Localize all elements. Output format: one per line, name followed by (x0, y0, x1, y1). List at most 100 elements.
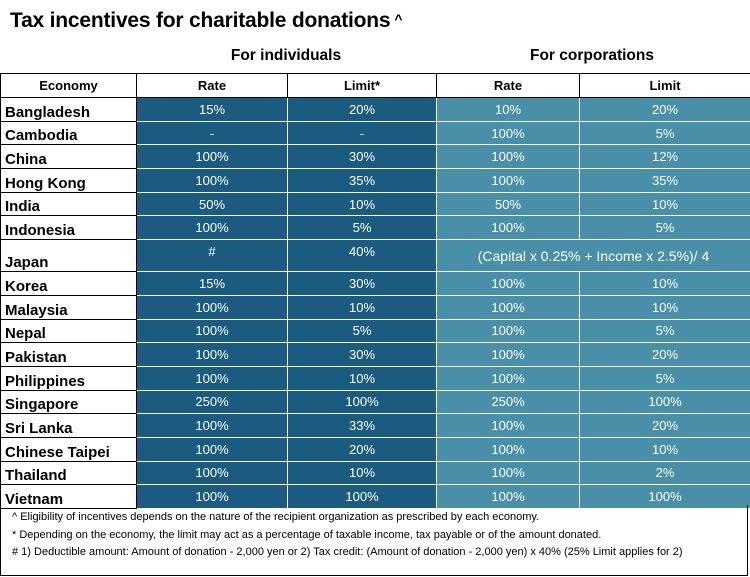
individual-rate-cell: 15% (136, 271, 288, 296)
individual-rate-cell: 100% (136, 484, 288, 509)
table-row: Indonesia 100% 5% 100% 5% (0, 215, 750, 241)
header-economy: Economy (0, 73, 137, 98)
corporate-limit-cell: 12% (579, 144, 750, 170)
individual-rate-cell: 100% (136, 215, 288, 241)
individual-rate-cell: 100% (136, 460, 288, 486)
corporate-combined-cell: (Capital x 0.25% + Income x 2.5%)/ 4 (436, 239, 750, 273)
economy-cell: Cambodia (0, 120, 137, 146)
individual-limit-cell: 10% (287, 191, 437, 217)
individual-rate-cell: 100% (136, 294, 288, 320)
corporate-rate-cell: 100% (436, 436, 580, 462)
individual-limit-cell: - (287, 120, 437, 146)
individual-rate-cell: 15% (136, 97, 288, 122)
economy-cell: Indonesia (0, 215, 137, 241)
table-row: Thailand 100% 10% 100% 2% (0, 460, 750, 486)
corporate-rate-cell: 10% (436, 97, 580, 122)
table-header-row: Economy Rate Limit* Rate Limit (0, 73, 750, 98)
corporate-rate-cell: 100% (436, 413, 580, 438)
individual-limit-cell: 5% (287, 215, 437, 241)
corporate-limit-cell: 10% (579, 436, 750, 462)
individual-rate-cell: 100% (136, 365, 288, 391)
header-corporate-limit: Limit (579, 73, 750, 98)
group-header-individuals: For individuals (230, 47, 342, 64)
table-row: Chinese Taipei 100% 20% 100% 10% (0, 436, 750, 462)
corporate-rate-cell: 100% (436, 271, 580, 296)
individual-rate-cell: 100% (136, 413, 288, 438)
group-header-corporations: For corporations (529, 47, 654, 64)
individual-rate-cell: - (136, 120, 288, 146)
header-corporate-rate: Rate (436, 73, 580, 98)
individual-rate-cell: 100% (136, 436, 288, 462)
tax-incentives-table: Economy Rate Limit* Rate Limit Banglades… (0, 73, 750, 509)
table-row: India 50% 10% 50% 10% (0, 191, 750, 217)
individual-rate-cell: # (136, 239, 288, 273)
individual-limit-cell: 10% (287, 365, 437, 391)
corporate-limit-cell: 20% (579, 342, 750, 367)
economy-cell: Vietnam (0, 484, 137, 509)
economy-cell: Chinese Taipei (0, 436, 137, 462)
table-row: Philippines 100% 10% 100% 5% (0, 365, 750, 391)
table-row: China 100% 30% 100% 12% (0, 144, 750, 170)
table-row: Malaysia 100% 10% 100% 10% (0, 294, 750, 320)
individual-rate-cell: 50% (136, 191, 288, 217)
individual-limit-cell: 40% (287, 239, 437, 273)
economy-cell: Pakistan (0, 342, 137, 367)
corporate-rate-cell: 100% (436, 294, 580, 320)
individual-limit-cell: 35% (287, 168, 437, 193)
economy-cell: Nepal (0, 318, 137, 344)
individual-limit-cell: 10% (287, 460, 437, 486)
individual-rate-cell: 100% (136, 318, 288, 344)
corporate-rate-cell: 100% (436, 318, 580, 344)
individual-limit-cell: 30% (287, 342, 437, 367)
corporate-limit-cell: 5% (579, 365, 750, 391)
corporate-limit-cell: 2% (579, 460, 750, 486)
individual-limit-cell: 30% (287, 271, 437, 296)
title-marker: ^ (394, 11, 403, 27)
corporate-limit-cell: 20% (579, 413, 750, 438)
economy-cell: Korea (0, 271, 137, 296)
corporate-rate-cell: 100% (436, 144, 580, 170)
economy-cell: Bangladesh (0, 97, 137, 122)
economy-cell: India (0, 191, 137, 217)
table-body: Bangladesh 15% 20% 10% 20% Cambodia - -100% 5% Ch… (0, 97, 750, 509)
corporate-limit-cell: 35% (579, 168, 750, 193)
table-row: Nepal 100% 5% 100% 5% (0, 318, 750, 344)
economy-cell: Malaysia (0, 294, 137, 320)
header-individual-rate: Rate (136, 73, 288, 98)
table-row: Pakistan 100% 30% 100% 20% (0, 342, 750, 367)
economy-cell: Philippines (0, 365, 137, 391)
corporate-limit-cell: 20% (579, 97, 750, 122)
individual-rate-cell: 100% (136, 342, 288, 367)
corporate-rate-cell: 100% (436, 215, 580, 241)
individual-limit-cell: 20% (287, 436, 437, 462)
corporate-limit-cell: 10% (579, 294, 750, 320)
page-title: Tax incentives for charitable donations ^ (10, 9, 403, 32)
individual-rate-cell: 250% (136, 389, 288, 415)
corporate-limit-cell: 10% (579, 191, 750, 217)
table-row: Hong Kong 100% 35% 100% 35% (0, 168, 750, 193)
table-row: Japan #40% (Capital x 0.25% + Income x 2.5… (0, 239, 750, 273)
footnote-asterisk: * Depending on the economy, the limit ma… (12, 528, 602, 541)
corporate-rate-cell: 100% (436, 484, 580, 509)
corporate-limit-cell: 10% (579, 271, 750, 296)
economy-cell: Singapore (0, 389, 137, 415)
corporate-limit-cell: 100% (579, 389, 750, 415)
corporate-rate-cell: 250% (436, 389, 580, 415)
individual-limit-cell: 10% (287, 294, 437, 320)
economy-cell: Hong Kong (0, 168, 137, 193)
footnote-hash: # 1) Deductible amount: Amount of donati… (12, 546, 683, 558)
individual-limit-cell: 20% (287, 97, 437, 122)
individual-limit-cell: 33% (287, 413, 437, 438)
header-individual-limit: Limit* (287, 73, 437, 98)
corporate-rate-cell: 100% (436, 120, 580, 146)
individual-rate-cell: 100% (136, 168, 288, 193)
table-row: Cambodia - -100% 5% (0, 120, 750, 146)
table-row: Korea 15% 30% 100% 10% (0, 271, 750, 296)
economy-cell: Japan (0, 239, 137, 273)
individual-limit-cell: 5% (287, 318, 437, 344)
corporate-rate-cell: 50% (436, 191, 580, 217)
economy-cell: Sri Lanka (0, 413, 137, 438)
corporate-limit-cell: 5% (579, 318, 750, 344)
footnotes: ^ Eligibility of incentives depends on t… (0, 505, 748, 576)
footnote-caret: ^ Eligibility of incentives depends on t… (12, 511, 540, 523)
